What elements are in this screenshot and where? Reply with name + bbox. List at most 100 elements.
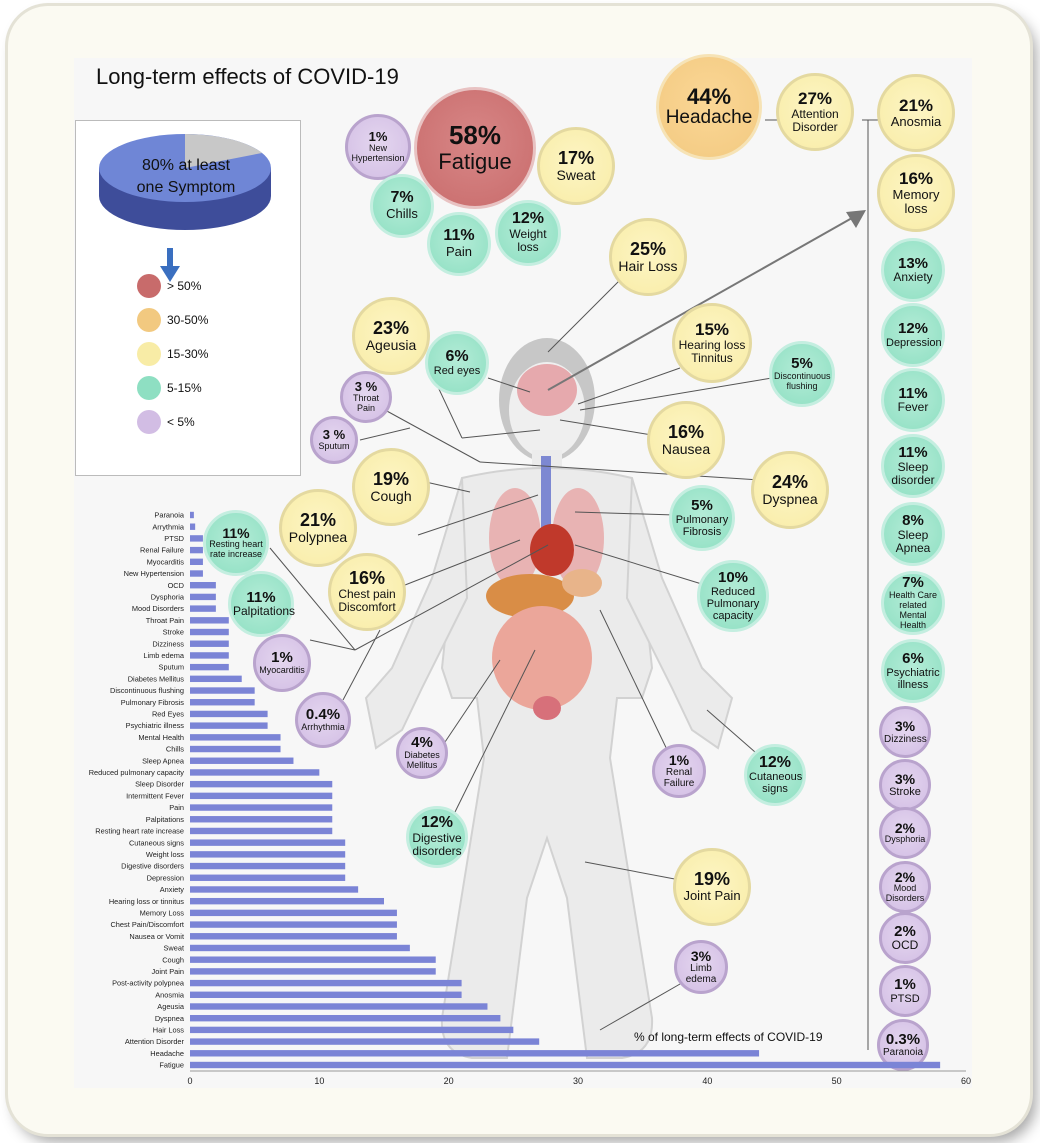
bubble-label: Renal Failure [663,767,695,790]
symptom-bubble: 2% Mood Disorders [879,861,931,913]
bubble-label: Resting heart rate increase [209,539,263,560]
bar [190,921,397,928]
bar [190,862,346,870]
bubble-label: Hair Loss [618,257,678,274]
bubble-percent: 21% [299,509,337,530]
symptom-bubble: 2% OCD [879,912,931,964]
bubble-percent: 12% [511,210,545,228]
symptom-bubble: 27% Attention Disorder [776,73,854,151]
legend-swatch [137,376,161,400]
symptom-bubble: 21% Polypnea [279,489,357,567]
bar [190,968,436,975]
bubble-percent: 16% [667,421,705,442]
symptom-bubble: 1% Myocarditis [253,634,311,692]
bar [190,1061,941,1069]
bar-category-label: Nausea or Vomit [129,932,184,941]
bar-category-label: Hearing loss or tinnitus [109,897,184,906]
bubble-label: Throat Pain [352,392,379,413]
brain-shape [517,364,577,416]
bar-category-label: Palpitations [146,815,185,824]
bar-category-label: Resting heart rate increase [95,827,184,836]
bar [190,699,255,706]
bubble-label: Depression [886,336,942,349]
symptom-bubble: 1% New Hypertension [345,114,411,180]
bar [190,687,255,694]
bar [190,979,462,987]
bubble-label: Dyspnea [762,490,818,507]
bubble-percent: 25% [629,238,667,259]
bubble-percent: 5% [691,497,713,515]
bubble-percent: 16% [348,568,386,589]
bar-category-label: Arrythmia [152,522,185,531]
symptom-bubble: 17% Sweat [537,127,615,205]
right-arm-shape [625,477,734,750]
bubble-percent: 3% [690,947,712,964]
symptom-bubble: 3 % Throat Pain [340,371,392,423]
bar [190,617,229,624]
bar [190,1003,488,1010]
bar-category-label: Limb edema [143,651,185,660]
legend-label: 5-15% [167,381,202,395]
bar [190,757,294,764]
bar [190,874,346,881]
bubble-percent: 17% [557,147,595,168]
bar-category-label: Chest Pain/Discomfort [110,920,184,929]
bubble-percent: 1% [894,976,916,994]
bubble-percent: 1% [368,129,388,145]
bar [190,722,268,729]
bar [190,570,203,577]
bubble-label: Red eyes [433,365,481,378]
bar-category-label: Throat Pain [146,616,184,625]
symptom-bubble: 5% Pulmonary Fibrosis [669,485,735,551]
bar-category-label: Mental Health [138,733,184,742]
legend-label: < 5% [167,415,195,429]
bar-category-label: Sweat [163,944,184,953]
bar [190,816,333,823]
bubble-label: Nausea [661,440,711,457]
bubble-label: Paranoia [882,1047,924,1059]
bubble-percent: 27% [797,88,833,108]
symptom-bubble: 11% Palpitations [228,571,295,637]
bubble-percent: 12% [420,814,454,832]
bladder-shape [533,696,561,720]
bubble-label: Joint Pain [683,888,741,904]
bar-category-label: Renal Failure [140,546,184,555]
bubble-label: Sputum [318,440,350,451]
bubble-label: Discontinuous flushing [774,370,831,391]
bubble-percent: 0.4% [305,706,341,724]
symptom-bubble: 4% Diabetes Mellitus [396,727,448,779]
bar-category-label: Anosmia [155,990,185,999]
bar [190,897,384,905]
pie-minority-slice [185,134,262,168]
bubble-label: Reduced Pulmonary capacity [706,585,760,622]
bar [190,523,196,530]
bar-category-label: Post-activity polypnea [112,979,185,988]
bubble-percent: 4% [411,734,433,752]
x-tick-label: 30 [573,1076,583,1086]
bar [190,780,333,788]
symptom-bubble: 6% Red eyes [425,331,489,395]
bubble-label: Myocarditis [259,664,305,675]
symptom-bubble: 16% Chest pain Discomfort [328,553,406,631]
bar [190,886,359,893]
bar-category-label: OCD [168,581,184,590]
bubble-label: Psychiatric illness [886,666,940,691]
bar [190,1050,760,1057]
bar-category-label: Depression [147,873,184,882]
bubble-label: Dizziness [884,733,927,745]
stomach-shape [562,569,602,597]
bubble-label: Pain [445,244,473,260]
bubble-label: Fatigue [438,148,512,174]
bubble-label: Hearing loss Tinnitus [678,337,746,365]
bubble-label: Chills [386,206,418,222]
symptom-bubble: 7% Health Care related Mental Health [881,571,945,635]
bar [190,535,203,542]
symptom-bubble: 3% Dizziness [879,706,931,758]
symptom-bubble: 6% Psychiatric illness [881,639,945,703]
x-tick-label: 10 [314,1076,324,1086]
symptom-bubble: 44% Headache [656,54,762,160]
bar-category-label: Weight loss [146,850,184,859]
bubble-percent: 19% [693,869,731,890]
bar-category-label: Headache [150,1049,184,1058]
bar [190,1026,514,1034]
